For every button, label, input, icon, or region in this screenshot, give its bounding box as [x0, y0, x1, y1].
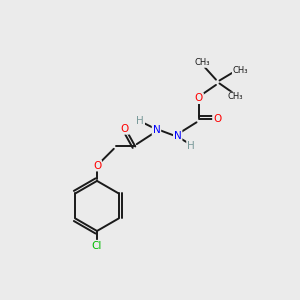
Text: O: O — [195, 93, 203, 103]
Text: CH₃: CH₃ — [194, 58, 210, 67]
Text: H: H — [136, 116, 144, 126]
Text: CH₃: CH₃ — [232, 66, 248, 75]
Text: O: O — [213, 114, 221, 124]
Text: CH₃: CH₃ — [228, 92, 243, 101]
Text: O: O — [121, 124, 129, 134]
Text: O: O — [93, 160, 101, 171]
Text: Cl: Cl — [92, 241, 102, 251]
Text: H: H — [187, 141, 195, 151]
Text: N: N — [153, 125, 160, 135]
Text: N: N — [174, 130, 182, 141]
